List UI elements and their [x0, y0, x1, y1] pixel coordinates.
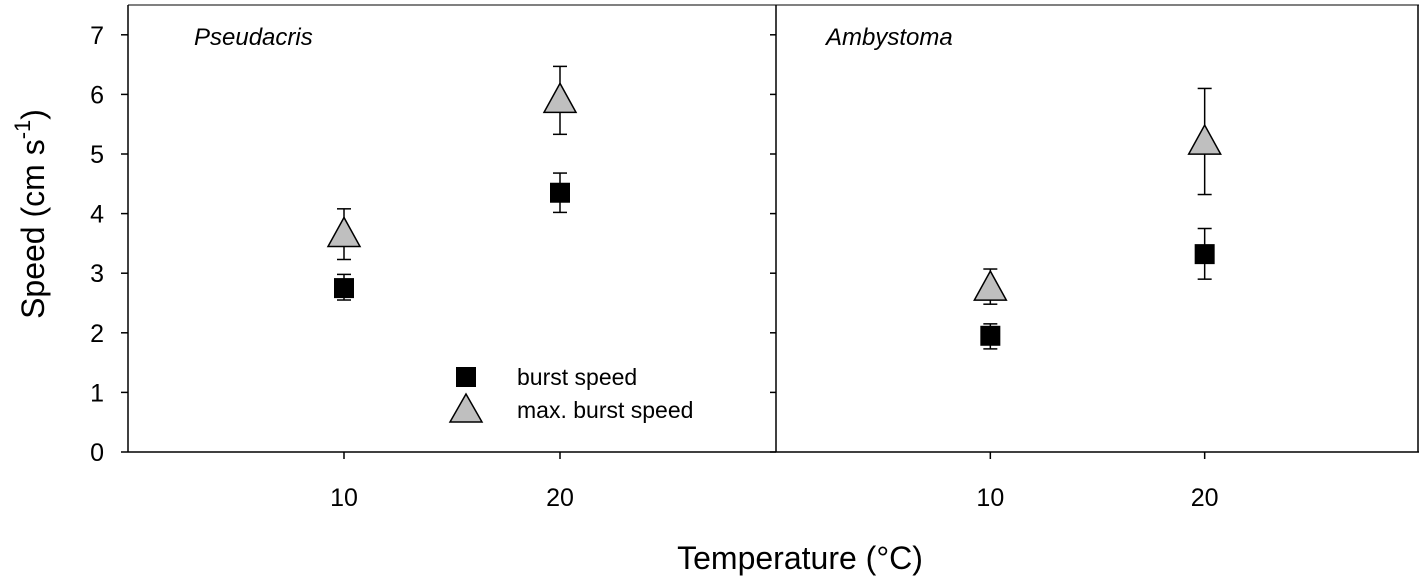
y-tick-label: 3: [90, 260, 104, 288]
y-axis-title-superscript: -1: [10, 120, 35, 140]
y-tick-label: 4: [90, 201, 104, 229]
x-axis-title: Temperature (°C): [677, 540, 923, 576]
y-tick-label: 0: [90, 439, 104, 467]
legend-label: max. burst speed: [517, 397, 693, 423]
legend: burst speed max. burst speed: [448, 364, 693, 423]
x-tick-label: 10: [330, 484, 358, 512]
y-axis: 0 1 2 3 4 5 6 7: [90, 22, 776, 467]
max-burst-speed-point: [973, 269, 1008, 301]
burst-speed-point: [1194, 244, 1215, 265]
panel-title: Pseudacris: [194, 24, 313, 51]
y-tick-label: 5: [90, 141, 104, 169]
x-tick-label: 20: [546, 484, 574, 512]
y-tick-label: 6: [90, 81, 104, 109]
max-burst-speed-point: [542, 81, 578, 114]
y-axis-title-main: Speed (cm s: [15, 139, 51, 319]
burst-speed-point: [334, 278, 354, 299]
y-tick-label: 7: [90, 22, 104, 50]
y-axis-title-close: ): [15, 109, 51, 120]
y-axis-title: Speed (cm s-1): [10, 109, 51, 319]
data-marks: [326, 65, 1222, 350]
y-tick-label: 2: [90, 320, 104, 348]
burst-speed-point: [550, 182, 570, 203]
x-tick-label: 20: [1191, 484, 1219, 512]
x-tick-label: 10: [976, 484, 1004, 512]
max-burst-speed-point: [1187, 123, 1222, 155]
plot-frame: [127, 4, 1419, 453]
y-tick-label: 1: [90, 379, 104, 407]
panel-title: Ambystoma: [824, 24, 953, 51]
burst-speed-point: [980, 325, 1001, 346]
legend-label: burst speed: [517, 364, 637, 390]
legend-triangle-icon: [448, 392, 484, 423]
max-burst-speed-point: [326, 215, 362, 248]
x-axis: Pseudacris 10 20 Ambystoma 10 20: [194, 24, 1219, 512]
legend-square-icon: [456, 367, 476, 387]
